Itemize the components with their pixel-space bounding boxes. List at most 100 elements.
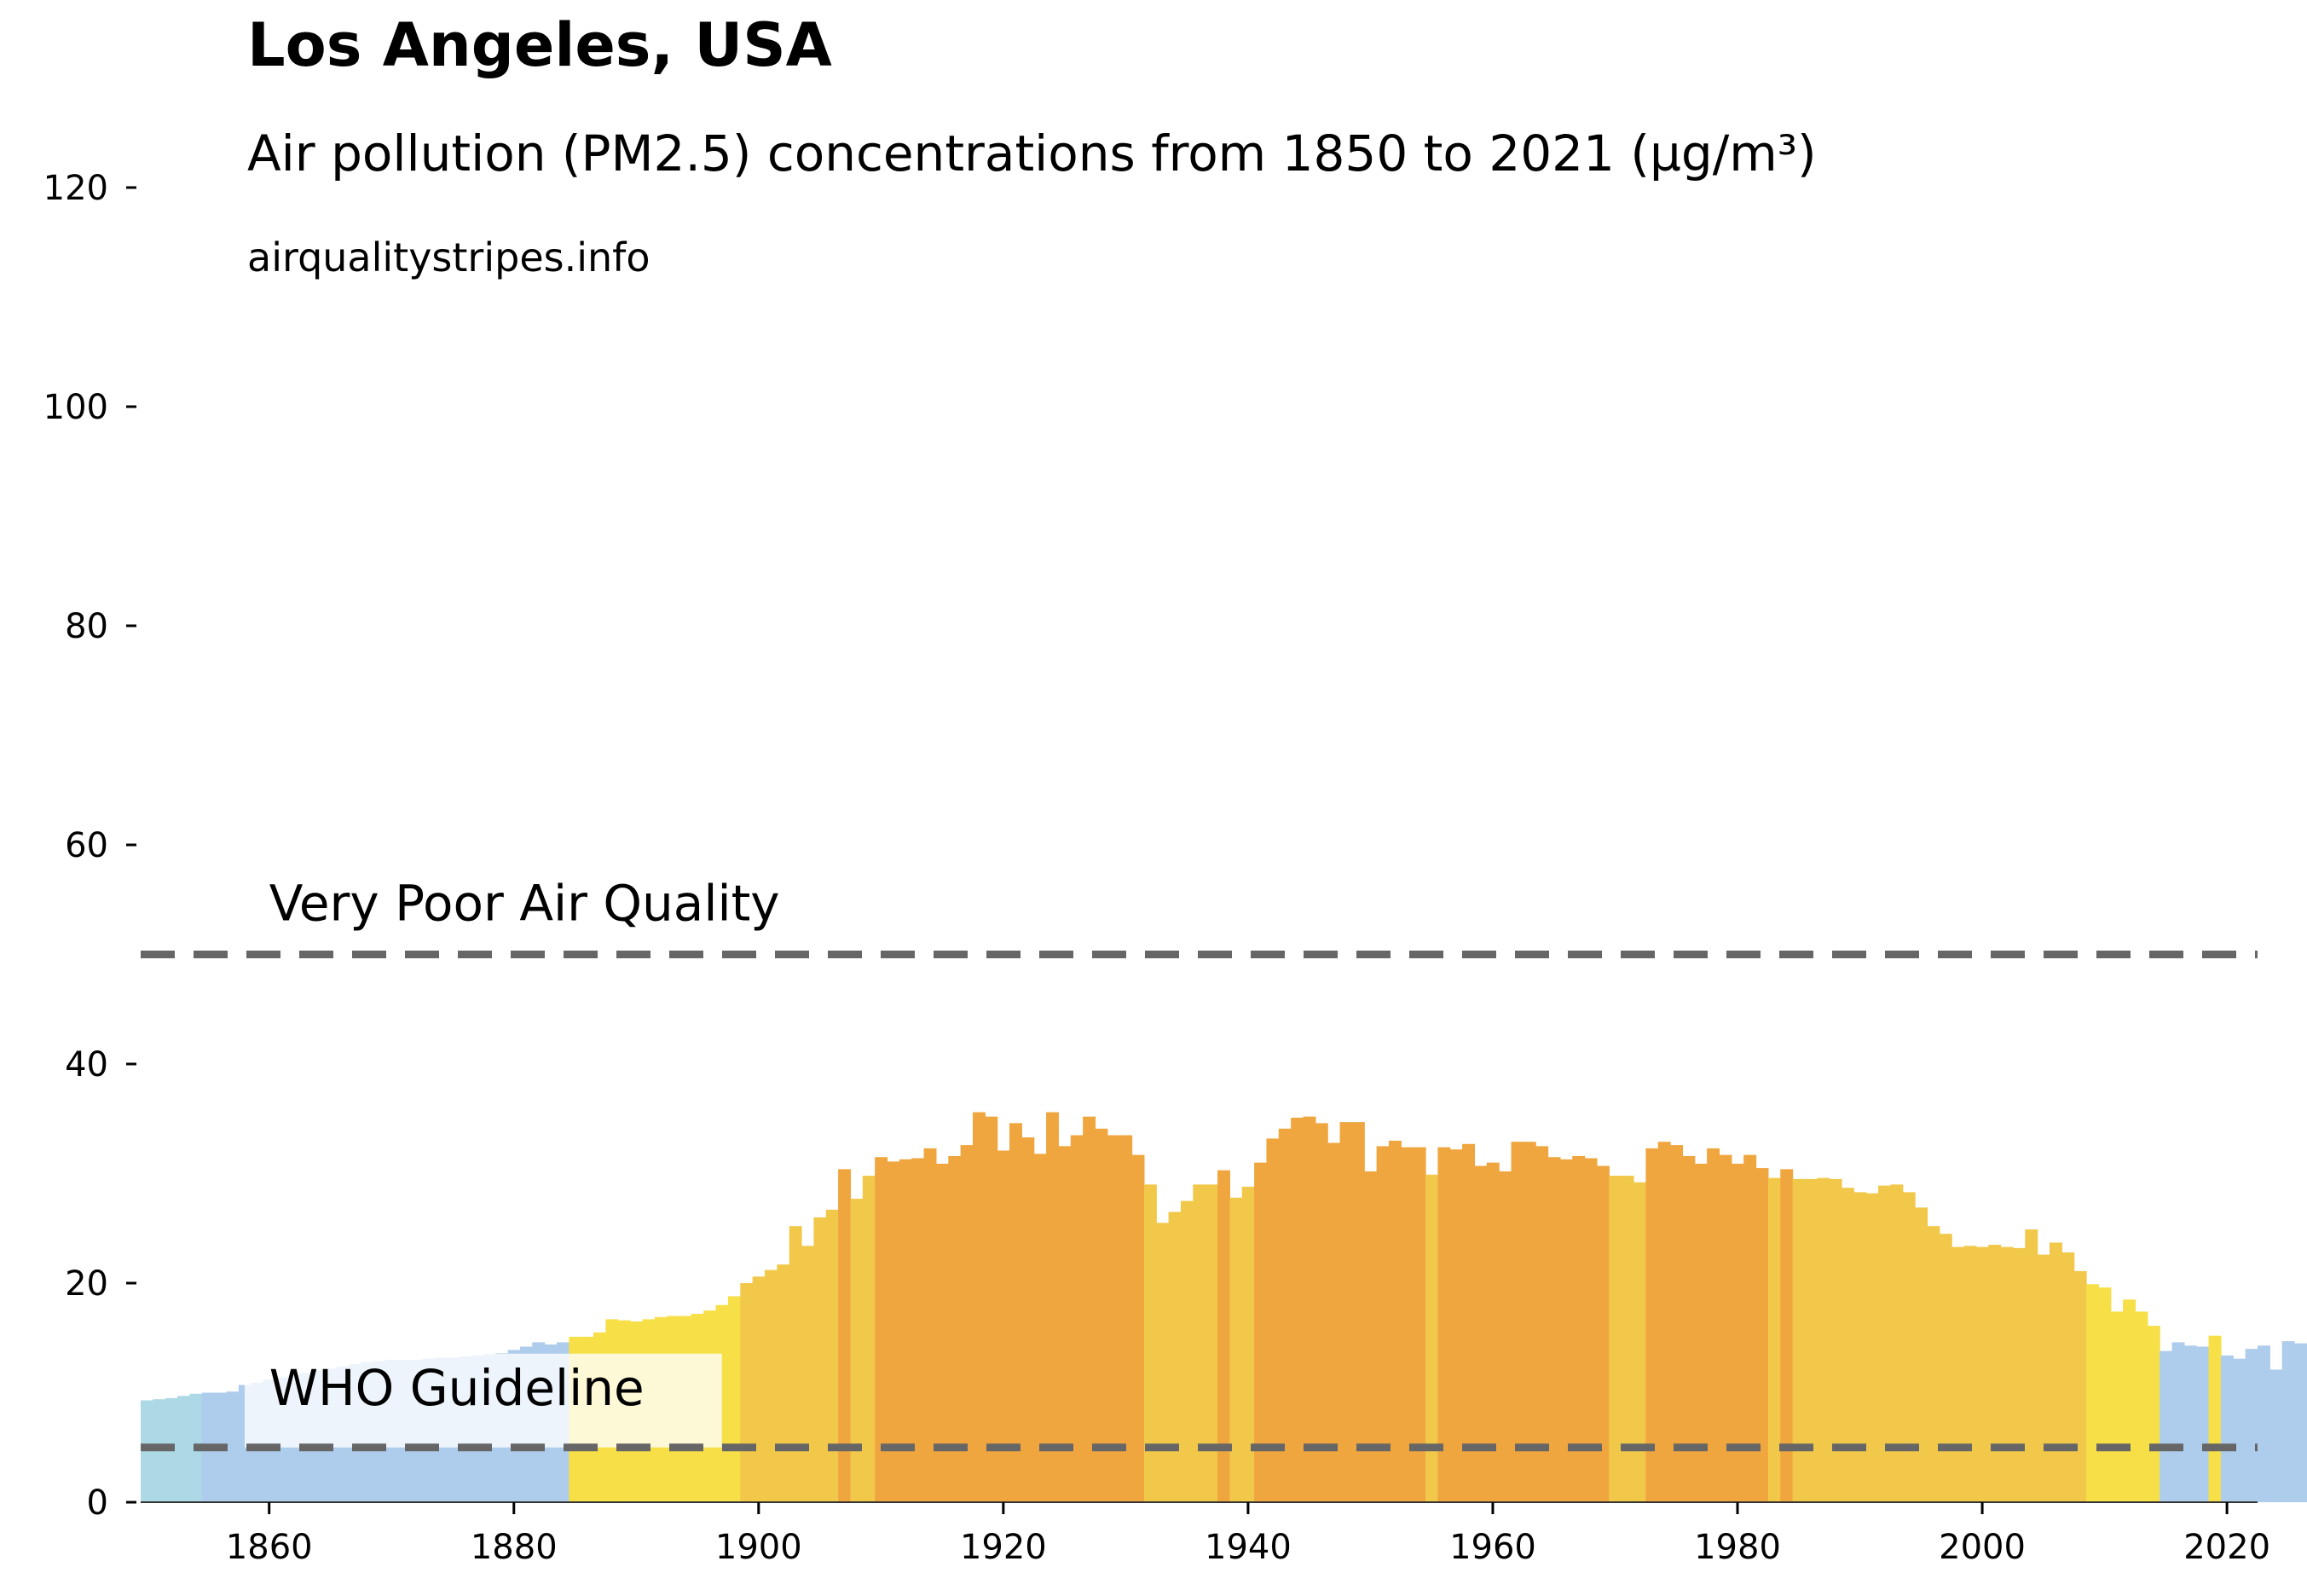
bar-1955 bbox=[1425, 1174, 1438, 1502]
bar-1979 bbox=[1719, 1154, 1732, 1502]
bar-1941 bbox=[1254, 1162, 1268, 1502]
bar-1922 bbox=[1021, 1137, 1035, 1502]
bar-1996 bbox=[1927, 1226, 1940, 1502]
bar-1995 bbox=[1915, 1207, 1928, 1502]
bar-2021 bbox=[2233, 1358, 2246, 1502]
bar-2003 bbox=[2012, 1247, 2026, 1502]
bar-1926 bbox=[1070, 1135, 1084, 1502]
bar-1981 bbox=[1743, 1154, 1757, 1502]
y-tick-label: 80 bbox=[65, 607, 108, 646]
bar-1958 bbox=[1462, 1143, 1476, 1502]
bar-1911 bbox=[887, 1161, 900, 1502]
y-tick-label: 120 bbox=[43, 169, 108, 208]
bar-2004 bbox=[2025, 1229, 2038, 1502]
bar-1983 bbox=[1767, 1177, 1781, 1502]
bar-2009 bbox=[2086, 1284, 2100, 1502]
bar-1978 bbox=[1707, 1148, 1720, 1502]
x-tick-label: 1860 bbox=[226, 1528, 313, 1567]
bar-1949 bbox=[1351, 1122, 1365, 1502]
bar-1971 bbox=[1621, 1176, 1634, 1502]
source-credit: airqualitystripes.info bbox=[247, 234, 650, 280]
bar-1904 bbox=[801, 1246, 814, 1502]
bar-1917 bbox=[960, 1145, 974, 1502]
bar-1946 bbox=[1315, 1123, 1328, 1502]
bar-1957 bbox=[1449, 1149, 1463, 1502]
bar-1909 bbox=[862, 1176, 876, 1502]
bar-1901 bbox=[764, 1269, 778, 1502]
bar-1988 bbox=[1829, 1178, 1842, 1502]
bar-1967 bbox=[1572, 1155, 1586, 1502]
bar-1924 bbox=[1046, 1112, 1060, 1502]
bar-2022 bbox=[2245, 1349, 2258, 1502]
bar-1907 bbox=[838, 1169, 852, 1502]
bar-1973 bbox=[1645, 1148, 1659, 1502]
bar-1927 bbox=[1083, 1116, 1096, 1502]
bar-2019 bbox=[2208, 1335, 2222, 1502]
bar-1972 bbox=[1633, 1182, 1646, 1502]
bar-1970 bbox=[1609, 1176, 1622, 1502]
bar-1903 bbox=[789, 1226, 802, 1502]
bar-1919 bbox=[985, 1116, 998, 1502]
bar-1950 bbox=[1364, 1171, 1378, 1502]
bar-1936 bbox=[1193, 1184, 1206, 1502]
bar-1961 bbox=[1499, 1171, 1512, 1502]
bar-1933 bbox=[1156, 1223, 1170, 1502]
bar-1913 bbox=[911, 1158, 925, 1502]
y-tick-label: 0 bbox=[87, 1483, 108, 1523]
bar-1947 bbox=[1327, 1142, 1341, 1502]
y-tick-label: 40 bbox=[65, 1045, 108, 1084]
bar-1989 bbox=[1842, 1188, 1854, 1502]
y-tick-label: 100 bbox=[43, 388, 108, 427]
bar-2023 bbox=[2258, 1345, 2270, 1502]
bar-1986 bbox=[1804, 1178, 1818, 1502]
y-tick-label: 20 bbox=[65, 1264, 108, 1304]
bar-1974 bbox=[1657, 1142, 1671, 1502]
bar-1940 bbox=[1241, 1186, 1255, 1502]
bar-1959 bbox=[1474, 1165, 1488, 1502]
bar-2017 bbox=[2183, 1345, 2197, 1502]
bar-2026 bbox=[2294, 1343, 2307, 1502]
bar-1918 bbox=[972, 1112, 986, 1502]
bar-1920 bbox=[997, 1150, 1010, 1502]
bar-1945 bbox=[1303, 1116, 1316, 1502]
bar-2020 bbox=[2220, 1355, 2234, 1502]
bar-2025 bbox=[2281, 1341, 2295, 1502]
bar-1853 bbox=[177, 1396, 191, 1502]
chart-subtitle: Air pollution (PM2.5) concentrations fro… bbox=[247, 124, 1817, 182]
x-tick-label: 2000 bbox=[1939, 1528, 2026, 1567]
bar-1956 bbox=[1437, 1147, 1451, 1502]
y-tick-label: 60 bbox=[65, 826, 108, 865]
bar-2005 bbox=[2037, 1254, 2050, 1502]
bar-1980 bbox=[1731, 1163, 1744, 1502]
x-tick-label: 1980 bbox=[1694, 1528, 1781, 1567]
bar-1939 bbox=[1229, 1197, 1243, 1502]
bar-1951 bbox=[1376, 1146, 1390, 1503]
bar-1910 bbox=[875, 1157, 888, 1502]
who-guideline-label: WHO Guideline bbox=[269, 1359, 645, 1417]
bar-1931 bbox=[1131, 1154, 1145, 1502]
bar-2011 bbox=[2110, 1311, 2124, 1502]
bar-2008 bbox=[2073, 1270, 2087, 1502]
bar-1857 bbox=[226, 1391, 240, 1502]
bar-1998 bbox=[1951, 1246, 1965, 1502]
bar-1953 bbox=[1401, 1147, 1414, 1502]
bar-1965 bbox=[1547, 1157, 1561, 1502]
x-tick-label: 1960 bbox=[1449, 1528, 1536, 1567]
x-tick-label: 1880 bbox=[471, 1528, 558, 1567]
bar-1929 bbox=[1107, 1135, 1120, 1502]
x-tick-label: 1900 bbox=[715, 1528, 802, 1567]
very-poor-label: Very Poor Air Quality bbox=[269, 875, 780, 933]
bar-1968 bbox=[1584, 1158, 1598, 1502]
bar-1905 bbox=[813, 1217, 827, 1502]
bar-1990 bbox=[1853, 1192, 1867, 1502]
bar-1984 bbox=[1780, 1169, 1794, 1502]
bar-1962 bbox=[1511, 1142, 1524, 1502]
bar-1921 bbox=[1009, 1123, 1022, 1502]
bar-2013 bbox=[2135, 1311, 2148, 1502]
bar-1997 bbox=[1939, 1234, 1952, 1502]
chart-title: Los Angeles, USA bbox=[247, 10, 832, 80]
bar-2010 bbox=[2098, 1287, 2112, 1502]
bar-1934 bbox=[1168, 1211, 1182, 1502]
bar-1969 bbox=[1596, 1165, 1610, 1502]
